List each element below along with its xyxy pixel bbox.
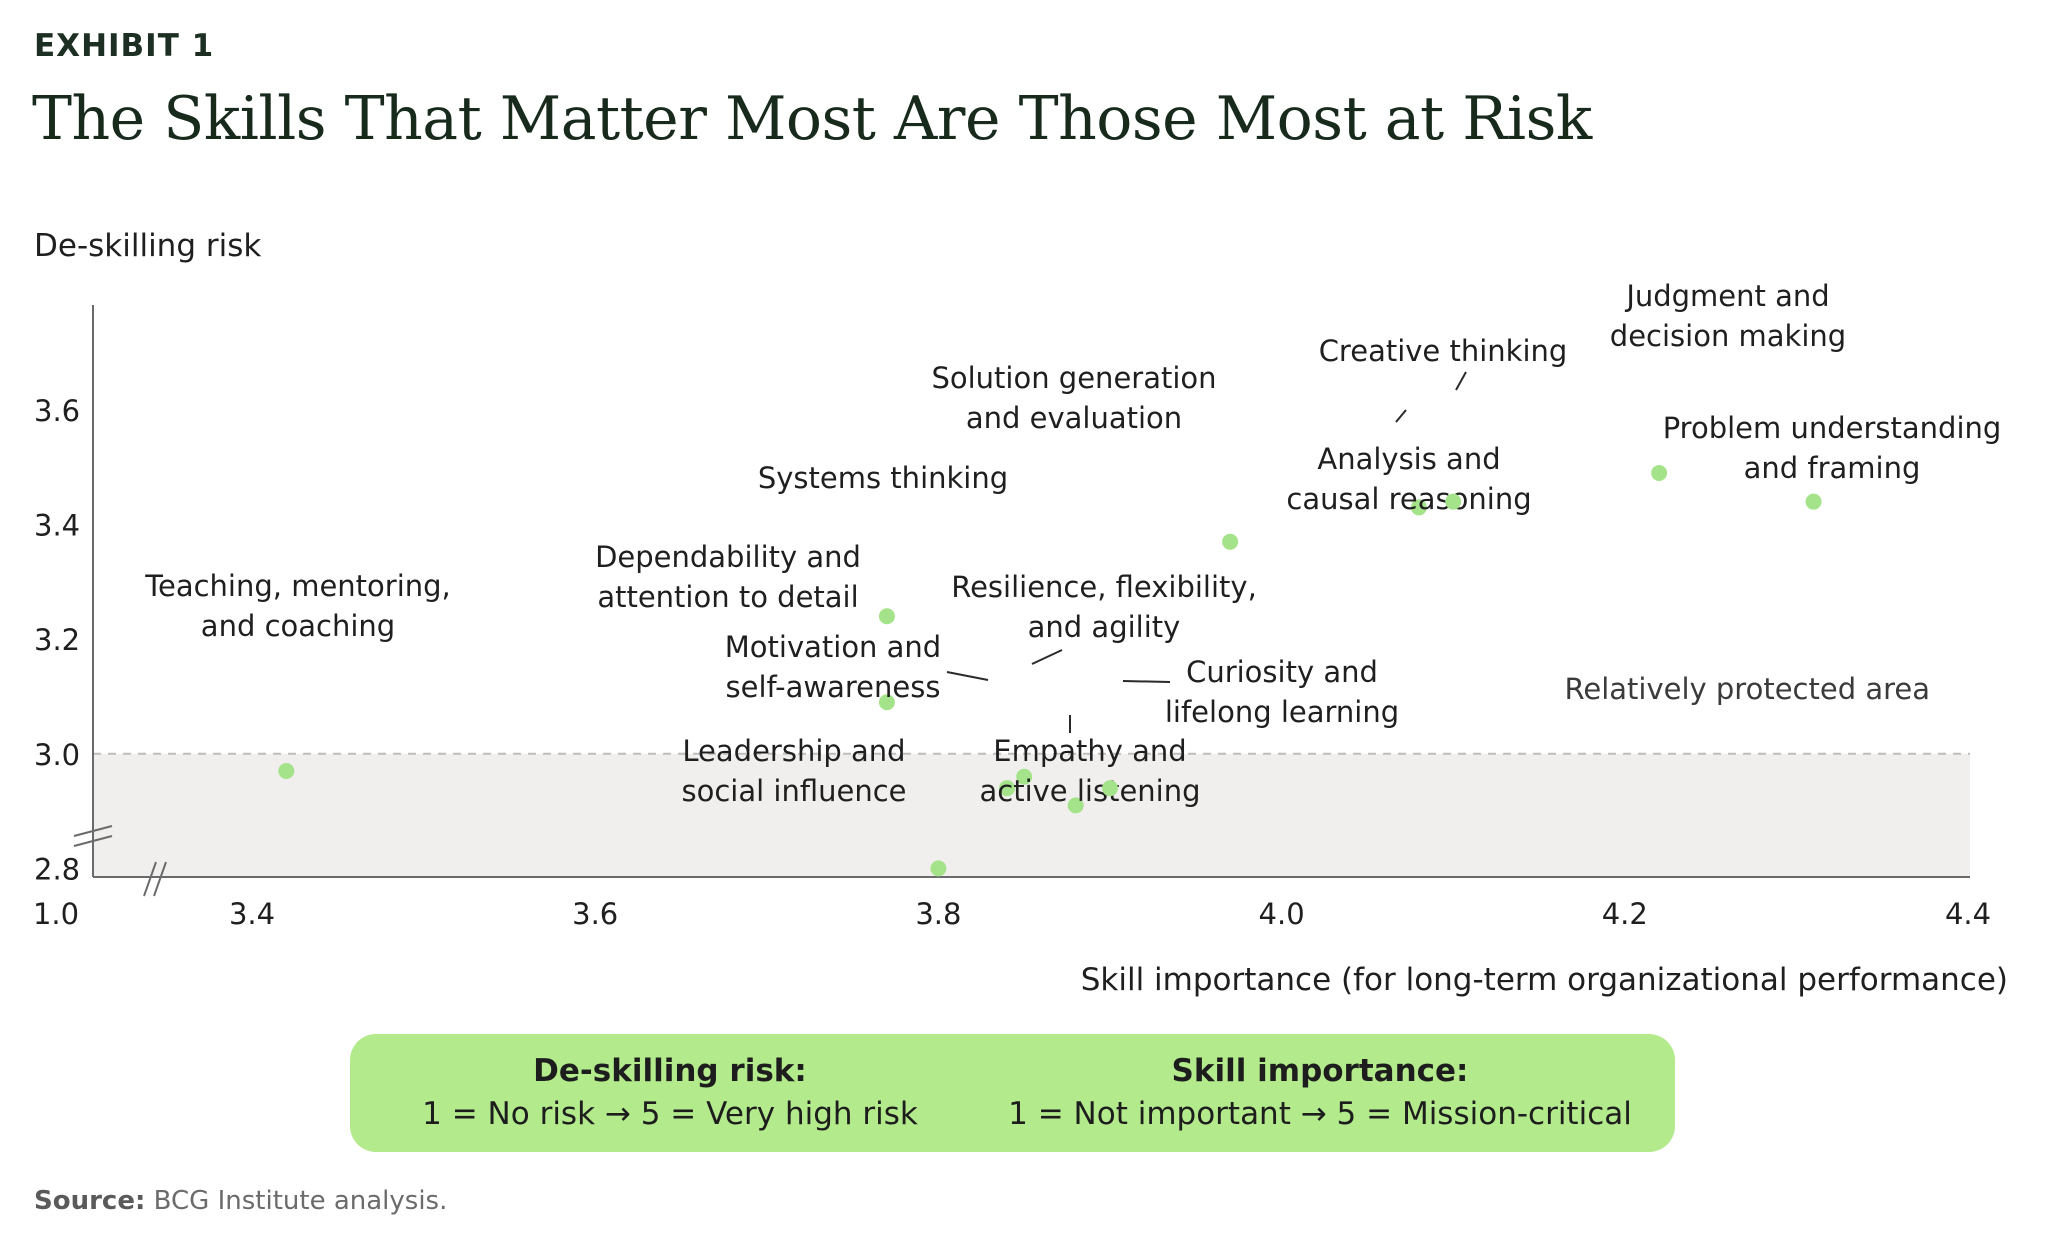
leader-line: [1031, 649, 1063, 665]
data-point-label: Systems thinking: [758, 461, 1008, 495]
data-point-label: and framing: [1744, 451, 1921, 485]
data-point: [999, 780, 1016, 797]
data-point-label: decision making: [1610, 319, 1846, 353]
scatter-chart: Relatively protected area De-skilling ris…: [33, 228, 2008, 998]
importance-scale-heading: Skill importance:: [1171, 1053, 1469, 1089]
data-point: [1445, 493, 1462, 510]
x-tick-label: 3.4: [229, 897, 275, 931]
protected-area-label: Relatively protected area: [1565, 672, 1931, 706]
leader-line: [1122, 680, 1171, 683]
importance-scale-legend: Skill importance: 1 = Not important → 5 …: [990, 1050, 1650, 1136]
data-point-label: and agility: [1028, 610, 1181, 644]
x-tick-label: 4.0: [1259, 897, 1305, 931]
data-point-label: Creative thinking: [1319, 334, 1568, 368]
data-point-label: and coaching: [201, 609, 395, 643]
y-tick-label: 3.2: [34, 623, 80, 657]
data-point-label: Resilience, flexibility,: [951, 570, 1257, 604]
x-axis-label: Skill importance (for long-term organiza…: [1081, 962, 2008, 998]
protected-area: [93, 753, 1970, 877]
data-point: [1016, 768, 1033, 785]
data-point-label: Analysis and: [1317, 442, 1500, 476]
y-axis-break-mark: [73, 835, 113, 847]
data-point: [278, 762, 295, 779]
data-point-label: Problem understanding: [1663, 411, 2002, 445]
data-point: [1102, 780, 1118, 797]
data-point: [1651, 465, 1668, 482]
leader-line: [1455, 371, 1467, 391]
data-point: [1222, 533, 1239, 550]
data-point-label: lifelong learning: [1165, 695, 1399, 729]
source-text: BCG Institute analysis.: [153, 1186, 448, 1216]
data-point-label: Solution generation: [931, 361, 1216, 395]
data-point-label: Empathy and: [993, 734, 1186, 768]
leader-line: [946, 671, 989, 681]
x-tick-label: 3.8: [915, 897, 961, 931]
scale-legend: De-skilling risk: 1 = No risk → 5 = Very…: [350, 1034, 1675, 1152]
data-point-label: Leadership and: [682, 734, 905, 768]
y-tick-label: 3.6: [34, 394, 80, 428]
risk-scale-text: 1 = No risk → 5 = Very high risk: [422, 1096, 918, 1132]
data-point-label: Curiosity and: [1186, 655, 1378, 689]
data-point-label: causal reasoning: [1286, 482, 1531, 516]
data-point-label: attention to detail: [597, 580, 858, 614]
data-point: [878, 694, 895, 711]
data-point-label: Dependability and: [595, 540, 861, 574]
risk-scale-heading: De-skilling risk:: [533, 1053, 807, 1089]
data-point-label: Motivation and: [725, 630, 941, 664]
x-tick-label: 3.6: [572, 897, 618, 931]
data-point-label: Judgment and: [1624, 279, 1829, 313]
x-tick-label: 4.2: [1602, 897, 1648, 931]
data-point-label: self-awareness: [726, 670, 941, 704]
source-label: Source:: [34, 1186, 146, 1216]
x-axis-break-mark: [153, 861, 167, 897]
importance-scale-text: 1 = Not important → 5 = Mission-critical: [1008, 1096, 1632, 1132]
data-point-label: and evaluation: [966, 401, 1182, 435]
data-point: [1410, 499, 1427, 516]
x-axis-break-label: 1.0: [33, 897, 79, 931]
y-tick-label: 3.4: [34, 509, 80, 543]
data-point: [878, 608, 895, 625]
data-point-label: active listening: [979, 774, 1200, 808]
data-point: [930, 860, 947, 877]
leader-line: [1395, 409, 1407, 423]
y-axis-break-mark: [73, 825, 113, 837]
data-point: [1067, 797, 1084, 814]
y-tick-label: 3.0: [34, 738, 80, 772]
x-tick-label: 4.4: [1945, 897, 1991, 931]
x-axis-break-mark: [143, 861, 157, 897]
y-tick-label: 2.8: [34, 852, 80, 886]
exhibit-label: EXHIBIT 1: [34, 28, 215, 64]
data-point: [1805, 493, 1822, 510]
chart-title: The Skills That Matter Most Are Those Mo…: [32, 84, 1592, 154]
data-point-label: social influence: [682, 774, 907, 808]
source-note: Source: BCG Institute analysis.: [34, 1186, 447, 1216]
data-point-label: Teaching, mentoring,: [144, 569, 451, 603]
risk-scale-legend: De-skilling risk: 1 = No risk → 5 = Very…: [390, 1050, 950, 1136]
y-axis-label: De-skilling risk: [34, 228, 261, 264]
